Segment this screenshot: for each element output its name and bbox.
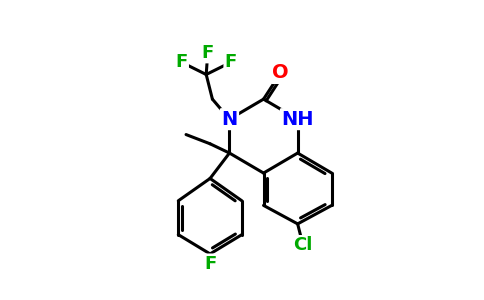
Text: N: N bbox=[221, 110, 238, 129]
Text: Cl: Cl bbox=[293, 236, 313, 254]
Text: O: O bbox=[272, 64, 289, 83]
Text: NH: NH bbox=[281, 110, 314, 129]
Text: F: F bbox=[225, 53, 237, 71]
Text: F: F bbox=[202, 44, 214, 62]
Text: F: F bbox=[204, 255, 216, 273]
Text: F: F bbox=[175, 53, 187, 71]
